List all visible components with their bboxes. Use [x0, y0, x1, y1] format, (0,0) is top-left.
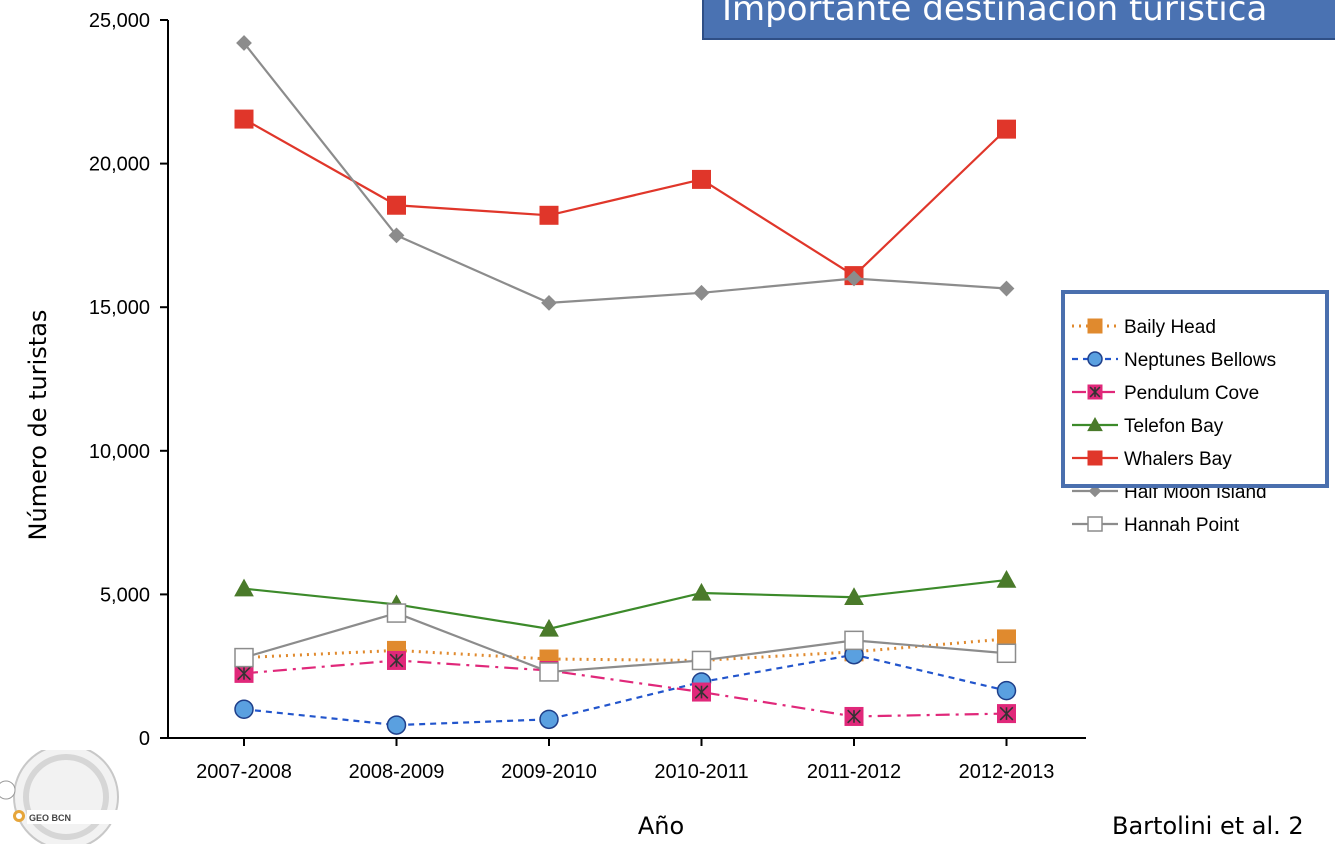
legend-item: Whalers Bay	[1072, 449, 1232, 470]
data-point	[539, 662, 559, 682]
legend-item: Telefon Bay	[1072, 416, 1224, 437]
series-neptunes-bellows	[234, 644, 1017, 735]
axes: 0 5,000 10,000 15,000 20,000 25,000 2007-2008 2…	[89, 10, 1086, 783]
slide-title: Importante destinación turística	[702, 0, 1335, 40]
series-line	[243, 118, 1008, 277]
data-point	[1087, 450, 1103, 466]
series-hannah-point	[234, 603, 1017, 682]
series-line	[243, 653, 1007, 727]
legend-item: Pendulum Cove	[1072, 383, 1259, 404]
legend-label: Telefon Bay	[1124, 416, 1224, 437]
legend-label: Hannah Point	[1124, 515, 1240, 536]
x-tick-label: 2009-2010	[501, 761, 597, 783]
legend-highlight-frame	[1061, 290, 1329, 488]
data-point	[691, 582, 712, 601]
data-point	[234, 578, 254, 597]
data-point	[386, 715, 407, 735]
y-tick-label: 20,000	[89, 154, 150, 176]
data-point	[539, 618, 559, 637]
data-point	[1087, 318, 1103, 334]
data-point	[1087, 384, 1103, 400]
series-half-moon-island	[236, 35, 1015, 311]
data-point	[236, 35, 252, 51]
series-telefon-bay	[234, 570, 1017, 637]
data-point	[1087, 516, 1103, 532]
x-tick-label: 2012-2013	[959, 761, 1055, 783]
data-point	[996, 643, 1017, 664]
data-point	[844, 706, 864, 726]
data-point	[539, 709, 559, 730]
x-tick-label: 2008-2009	[349, 761, 445, 783]
series-line	[243, 578, 1007, 630]
data-point	[844, 630, 864, 651]
data-point	[997, 704, 1016, 724]
series-line	[243, 42, 1007, 305]
y-axis-label: Número de turistas	[24, 309, 52, 541]
series-layer	[234, 35, 1017, 735]
data-point	[1087, 416, 1103, 432]
y-tick-label: 25,000	[89, 10, 150, 32]
series-line	[243, 637, 1007, 662]
x-tick-label: 2010-2011	[654, 761, 748, 783]
data-point	[691, 650, 712, 671]
data-point	[234, 663, 254, 683]
legend-item: Baily Head	[1072, 317, 1216, 338]
data-point	[539, 205, 559, 225]
data-point	[1087, 351, 1103, 367]
data-point	[387, 650, 406, 670]
series-whalers-bay	[234, 109, 1016, 286]
data-point	[1088, 484, 1102, 498]
x-tick-label: 2011-2012	[807, 761, 901, 783]
data-point	[234, 647, 254, 668]
data-point	[692, 169, 711, 189]
data-point	[996, 570, 1017, 588]
citation: Bartolini et al. 2	[1112, 812, 1304, 840]
data-point	[388, 227, 405, 244]
x-tick-label: 2007-2008	[196, 761, 292, 783]
legend-item: Neptunes Bellows	[1072, 350, 1276, 371]
data-point	[541, 294, 557, 311]
legend-label: Pendulum Cove	[1124, 383, 1259, 404]
legend-label: Baily Head	[1124, 317, 1216, 338]
data-point	[996, 680, 1017, 701]
series-line	[243, 611, 1007, 674]
data-point	[386, 603, 407, 623]
legend-item: Hannah Point	[1072, 515, 1240, 536]
y-tick-label: 15,000	[89, 297, 150, 319]
series-pendulum-cove	[234, 650, 1016, 726]
data-point	[998, 280, 1015, 297]
y-tick-label: 0	[139, 728, 150, 750]
data-point	[234, 699, 254, 720]
geo-bcn-logo: GEO BCN	[0, 750, 121, 844]
data-point	[693, 284, 710, 301]
x-axis-label: Año	[637, 812, 685, 840]
y-tick-label: 10,000	[89, 441, 150, 463]
data-point	[692, 682, 711, 702]
logo-text: GEO BCN	[29, 813, 71, 823]
legend-label: Whalers Bay	[1124, 449, 1232, 470]
y-tick-label: 5,000	[100, 584, 150, 606]
data-point	[234, 109, 254, 129]
data-point	[997, 119, 1016, 139]
data-point	[846, 270, 862, 287]
data-point	[387, 195, 406, 215]
legend-label: Neptunes Bellows	[1124, 350, 1276, 371]
data-point	[844, 587, 864, 605]
series-line	[243, 659, 1007, 718]
